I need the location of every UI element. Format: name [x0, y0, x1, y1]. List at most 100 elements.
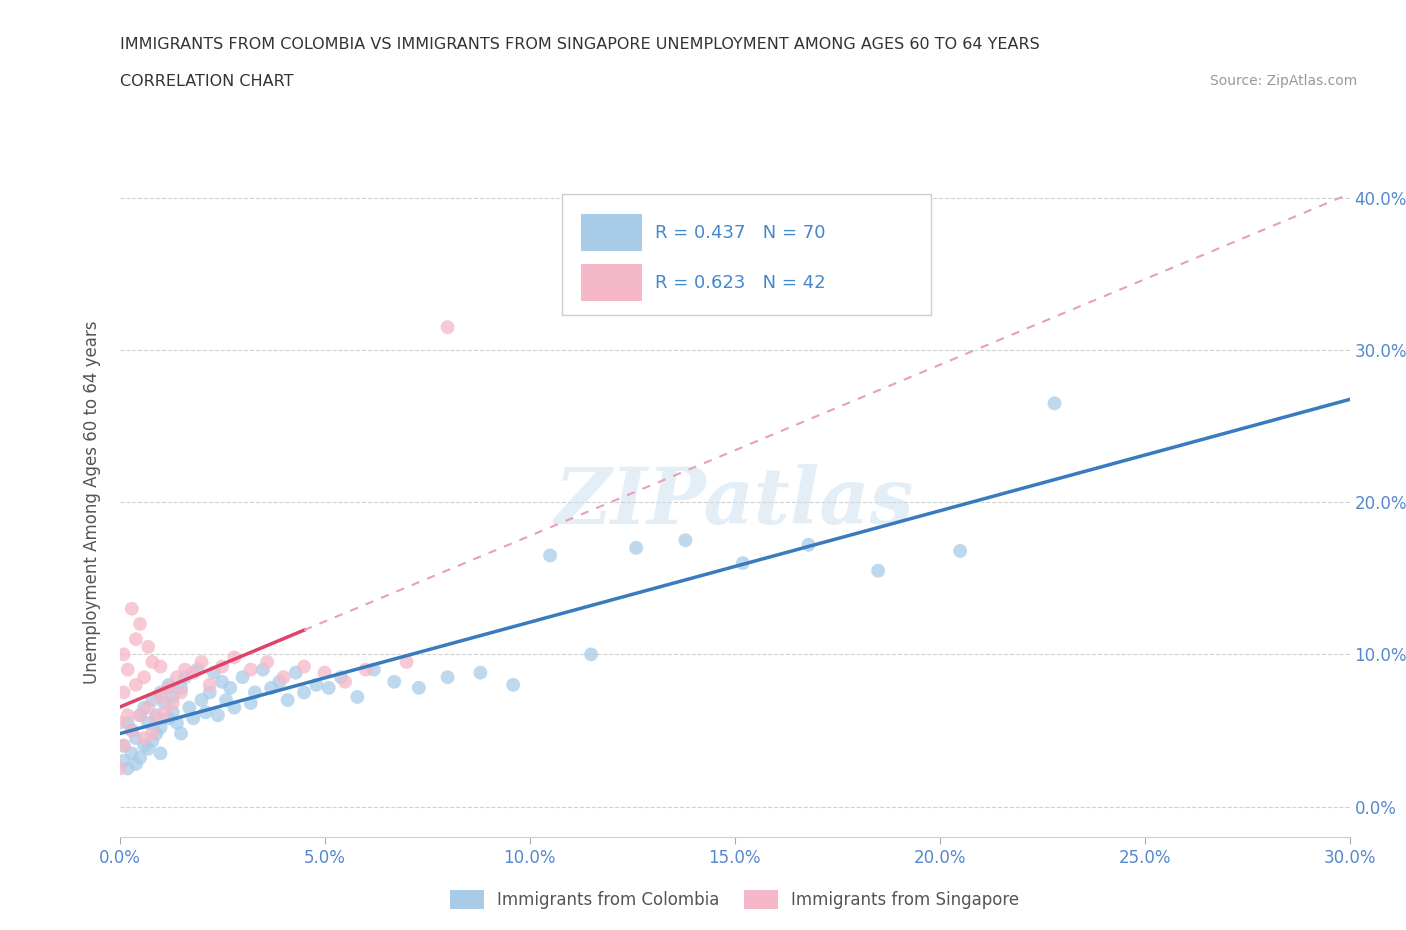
Point [239, 696, 262, 711]
Point [170, 685, 193, 700]
Point [136, 715, 159, 730]
Point [436, 670, 458, 684]
Point [141, 655, 163, 670]
Point [273, 670, 295, 684]
Point [314, 665, 336, 680]
Point [318, 681, 340, 696]
Point [868, 564, 890, 578]
Point [166, 715, 188, 730]
Point [470, 665, 492, 680]
Point [190, 655, 212, 670]
Point [112, 647, 135, 662]
Point [395, 655, 418, 670]
Point [132, 700, 156, 715]
FancyBboxPatch shape [581, 214, 643, 251]
Point [149, 659, 172, 674]
Point [190, 693, 212, 708]
Point [502, 677, 524, 692]
Point [215, 693, 238, 708]
Point [149, 685, 172, 700]
Point [183, 665, 205, 680]
Point [174, 662, 197, 677]
Point [162, 705, 184, 720]
Point [231, 670, 254, 684]
Point [211, 659, 233, 674]
Point [260, 681, 283, 696]
Point [121, 723, 143, 737]
Point [179, 700, 201, 715]
Point [141, 726, 163, 741]
Point [207, 708, 229, 723]
Point [333, 674, 356, 689]
FancyBboxPatch shape [562, 194, 931, 314]
Point [579, 647, 602, 662]
Text: IMMIGRANTS FROM COLOMBIA VS IMMIGRANTS FROM SINGAPORE UNEMPLOYMENT AMONG AGES 60: IMMIGRANTS FROM COLOMBIA VS IMMIGRANTS F… [120, 37, 1039, 52]
Point [198, 677, 221, 692]
Point [149, 720, 172, 735]
Point [141, 734, 163, 749]
Point [170, 726, 193, 741]
Point [162, 689, 184, 704]
Point [292, 685, 315, 700]
Point [125, 677, 148, 692]
Point [170, 681, 193, 696]
Point [354, 662, 377, 677]
Point [166, 670, 188, 684]
Point [186, 662, 208, 677]
Text: CORRELATION CHART: CORRELATION CHART [120, 74, 292, 89]
Point [129, 751, 152, 765]
Point [675, 533, 697, 548]
Point [202, 665, 225, 680]
Point [269, 674, 291, 689]
Legend: Immigrants from Colombia, Immigrants from Singapore: Immigrants from Colombia, Immigrants fro… [443, 884, 1026, 916]
Point [162, 696, 184, 711]
Point [145, 708, 167, 723]
Point [117, 761, 139, 776]
Point [129, 617, 152, 631]
FancyBboxPatch shape [581, 264, 643, 301]
Point [125, 756, 148, 771]
Text: R = 0.623   N = 42: R = 0.623 N = 42 [655, 274, 825, 292]
Point [117, 708, 139, 723]
Point [194, 705, 217, 720]
Point [436, 320, 458, 335]
Point [141, 693, 163, 708]
Point [949, 543, 972, 558]
Point [252, 662, 274, 677]
Text: R = 0.437   N = 70: R = 0.437 N = 70 [655, 224, 825, 242]
Point [408, 681, 430, 696]
Point [284, 665, 307, 680]
Point [112, 738, 135, 753]
Point [626, 540, 648, 555]
Point [538, 548, 561, 563]
Point [239, 662, 262, 677]
Point [256, 655, 278, 670]
Point [121, 723, 143, 737]
Point [1043, 396, 1066, 411]
Point [132, 738, 156, 753]
Point [108, 715, 131, 730]
Point [183, 711, 205, 725]
Point [305, 677, 328, 692]
Point [153, 705, 176, 720]
Point [132, 670, 156, 684]
Point [211, 674, 233, 689]
Point [149, 746, 172, 761]
Point [219, 681, 242, 696]
Point [121, 602, 143, 617]
Text: ZIPatlas: ZIPatlas [555, 464, 914, 540]
Point [157, 681, 180, 696]
Point [277, 693, 299, 708]
Point [136, 741, 159, 756]
Text: Source: ZipAtlas.com: Source: ZipAtlas.com [1209, 74, 1357, 88]
Point [117, 715, 139, 730]
Point [112, 738, 135, 753]
Point [198, 685, 221, 700]
Point [136, 700, 159, 715]
Y-axis label: Unemployment Among Ages 60 to 64 years: Unemployment Among Ages 60 to 64 years [83, 321, 101, 684]
Point [382, 674, 405, 689]
Point [132, 731, 156, 746]
Point [153, 696, 176, 711]
Point [224, 650, 246, 665]
Point [108, 761, 131, 776]
